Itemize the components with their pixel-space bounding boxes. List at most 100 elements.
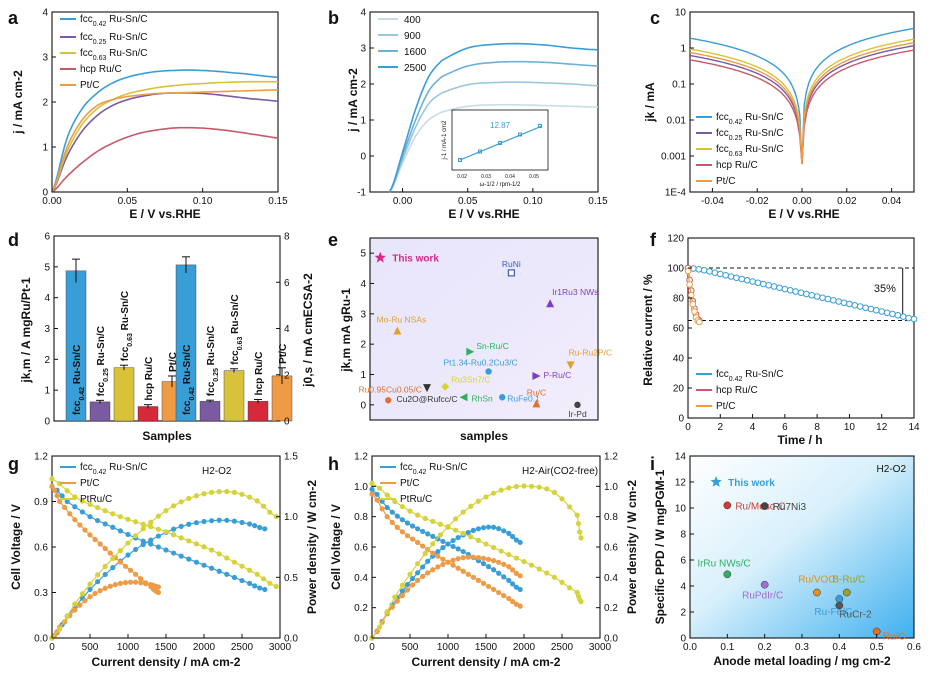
label-part: Pt/C: [168, 352, 179, 372]
legend-pt: Pt/C: [80, 478, 99, 489]
data-point: [706, 268, 713, 275]
this-work-star: [710, 476, 722, 487]
point-label: Ru/C: [883, 632, 906, 643]
data-point: [803, 290, 810, 298]
voltage-point: [148, 524, 154, 530]
voltage-point: [440, 556, 446, 562]
power-point: [95, 579, 101, 585]
power-point: [465, 554, 471, 560]
y-tick-label: 0: [680, 634, 686, 645]
point-label: RuPdIr/C: [742, 591, 783, 602]
y-tick-label: 1.2: [604, 452, 618, 463]
voltage-point: [231, 559, 237, 565]
voltage-point: [430, 550, 436, 556]
point-label: Pt1.34-Ru0.2Cu3/C: [443, 357, 517, 367]
voltage-point: [468, 534, 474, 540]
label-part: Pt/C: [80, 478, 99, 489]
power-point: [216, 489, 222, 495]
condition-label: H2-O2: [202, 466, 232, 477]
inset-point: [538, 124, 542, 128]
power-point: [171, 526, 177, 532]
label-part: 0.63: [729, 151, 743, 158]
voltage-point: [125, 531, 131, 538]
legend-label: 2500: [404, 63, 427, 74]
data-point: [851, 301, 859, 309]
power-point: [133, 533, 139, 539]
label-part: Ru-Sn/C: [742, 128, 783, 139]
bar: [247, 401, 269, 422]
marker-triangle: [393, 326, 402, 335]
voltage-point: [72, 517, 78, 523]
label-part: 0.42: [729, 119, 743, 126]
y-tick-label: 12: [675, 478, 687, 489]
power-point: [567, 504, 573, 510]
data-point: [910, 315, 918, 323]
y-axis-label-right: j0,s / mA cmECSA-2: [301, 273, 315, 388]
voltage-point: [171, 532, 177, 538]
voltage-point: [407, 508, 413, 514]
y-tick-label: 0.0: [354, 634, 368, 645]
power-point: [420, 564, 426, 570]
power-point: [117, 548, 123, 554]
bar-label: fcc0.25 Ru-Sn/C: [206, 326, 220, 396]
point-label: P-Ru/C: [543, 370, 571, 380]
y-tick-label: 1: [360, 370, 366, 381]
voltage-point: [186, 556, 192, 562]
label-part: 0.42: [93, 21, 107, 28]
voltage-point: [117, 528, 123, 534]
voltage-point: [399, 517, 405, 523]
voltage-point: [374, 491, 380, 497]
x-tick-label: 0.10: [193, 196, 213, 207]
data-point: [733, 274, 740, 282]
data-point: [765, 281, 773, 289]
x-tick-label: 1000: [117, 642, 140, 653]
x-tick-label: 0.4: [832, 642, 846, 653]
power-point: [498, 487, 504, 493]
label-part: 0.42: [79, 387, 86, 401]
power-point: [491, 558, 497, 564]
y-tick-label: 3: [360, 44, 366, 55]
y-tick-label: 0.8: [604, 512, 618, 523]
y-tick-label: 10: [675, 8, 687, 19]
label-part: 0.63: [127, 333, 134, 347]
y-tick-label: 1: [42, 143, 48, 154]
y-tick-label: 0.6: [354, 543, 368, 554]
data-point: [722, 271, 729, 279]
voltage-point: [491, 567, 497, 573]
data-point: [770, 283, 778, 290]
series-line-1: [388, 81, 599, 193]
y-axis-label-right: Power density / W cm-2: [625, 480, 639, 614]
label-part: Ru-Sn/C: [106, 32, 147, 43]
y-tick-label: 4: [284, 324, 290, 335]
voltage-point: [415, 512, 421, 518]
power-point: [148, 519, 154, 525]
y-tick-label: 100: [667, 264, 684, 275]
power-point: [430, 567, 436, 573]
legend-fcc042: fcc0.42 Ru-Sn/C: [716, 112, 784, 126]
power-point: [82, 598, 88, 604]
power-point: [415, 577, 421, 583]
inset-x-tick: 0.02: [457, 174, 467, 180]
data-point: [894, 311, 902, 319]
voltage-point: [374, 497, 380, 503]
data-point: [786, 286, 794, 294]
bar-label: Pt/C: [278, 344, 289, 364]
power-point: [470, 554, 476, 560]
y-tick-label: 0.0: [604, 634, 618, 645]
legend-label: 400: [404, 15, 421, 26]
voltage-point: [224, 555, 230, 561]
y-axis-label: j / mA cm-2: [11, 70, 25, 135]
data-point: [835, 601, 844, 610]
power-point: [138, 580, 144, 586]
x-tick-label: 1500: [155, 642, 178, 653]
power-point: [133, 579, 139, 585]
power-point: [440, 545, 446, 551]
power-point: [163, 508, 169, 514]
power-point: [517, 573, 523, 579]
y-tick-label: 0: [678, 414, 684, 425]
label-part: 0.63: [237, 337, 244, 351]
power-point: [529, 483, 535, 489]
power-point: [117, 580, 123, 587]
power-point: [110, 565, 116, 571]
power-point: [509, 533, 516, 540]
